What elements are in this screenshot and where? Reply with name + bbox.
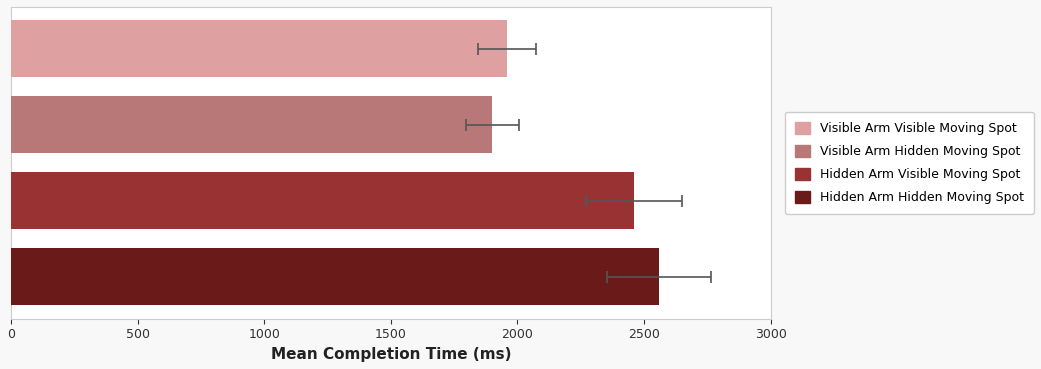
Bar xyxy=(11,96,492,154)
X-axis label: Mean Completion Time (ms): Mean Completion Time (ms) xyxy=(271,347,511,362)
Bar xyxy=(11,248,659,306)
Legend: Visible Arm Visible Moving Spot, Visible Arm Hidden Moving Spot, Hidden Arm Visi: Visible Arm Visible Moving Spot, Visible… xyxy=(785,111,1034,214)
Bar xyxy=(11,172,634,230)
Bar xyxy=(11,20,507,77)
